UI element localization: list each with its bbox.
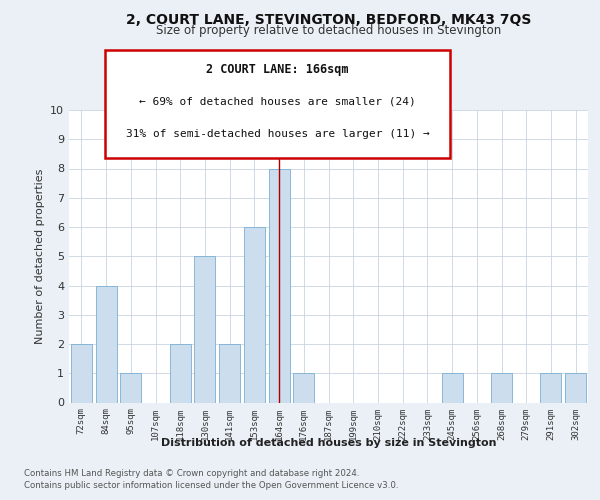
Y-axis label: Number of detached properties: Number of detached properties [35, 168, 44, 344]
Text: Contains public sector information licensed under the Open Government Licence v3: Contains public sector information licen… [24, 481, 398, 490]
Bar [95, 286, 116, 403]
Text: ← 69% of detached houses are smaller (24): ← 69% of detached houses are smaller (24… [139, 96, 416, 106]
Bar [244, 227, 265, 402]
Bar [293, 373, 314, 402]
Bar [541, 373, 562, 402]
Bar [120, 373, 141, 402]
Bar [565, 373, 586, 402]
Text: 2 COURT LANE: 166sqm: 2 COURT LANE: 166sqm [206, 63, 349, 76]
Bar [269, 168, 290, 402]
Bar [219, 344, 240, 403]
Text: Size of property relative to detached houses in Stevington: Size of property relative to detached ho… [156, 24, 502, 37]
Text: 31% of semi-detached houses are larger (11) →: 31% of semi-detached houses are larger (… [125, 129, 430, 139]
Text: Contains HM Land Registry data © Crown copyright and database right 2024.: Contains HM Land Registry data © Crown c… [24, 469, 359, 478]
Bar [71, 344, 92, 403]
Bar [170, 344, 191, 403]
Bar [194, 256, 215, 402]
Text: 2, COURT LANE, STEVINGTON, BEDFORD, MK43 7QS: 2, COURT LANE, STEVINGTON, BEDFORD, MK43… [126, 12, 532, 26]
Text: Distribution of detached houses by size in Stevington: Distribution of detached houses by size … [161, 438, 497, 448]
Bar [442, 373, 463, 402]
Bar [491, 373, 512, 402]
